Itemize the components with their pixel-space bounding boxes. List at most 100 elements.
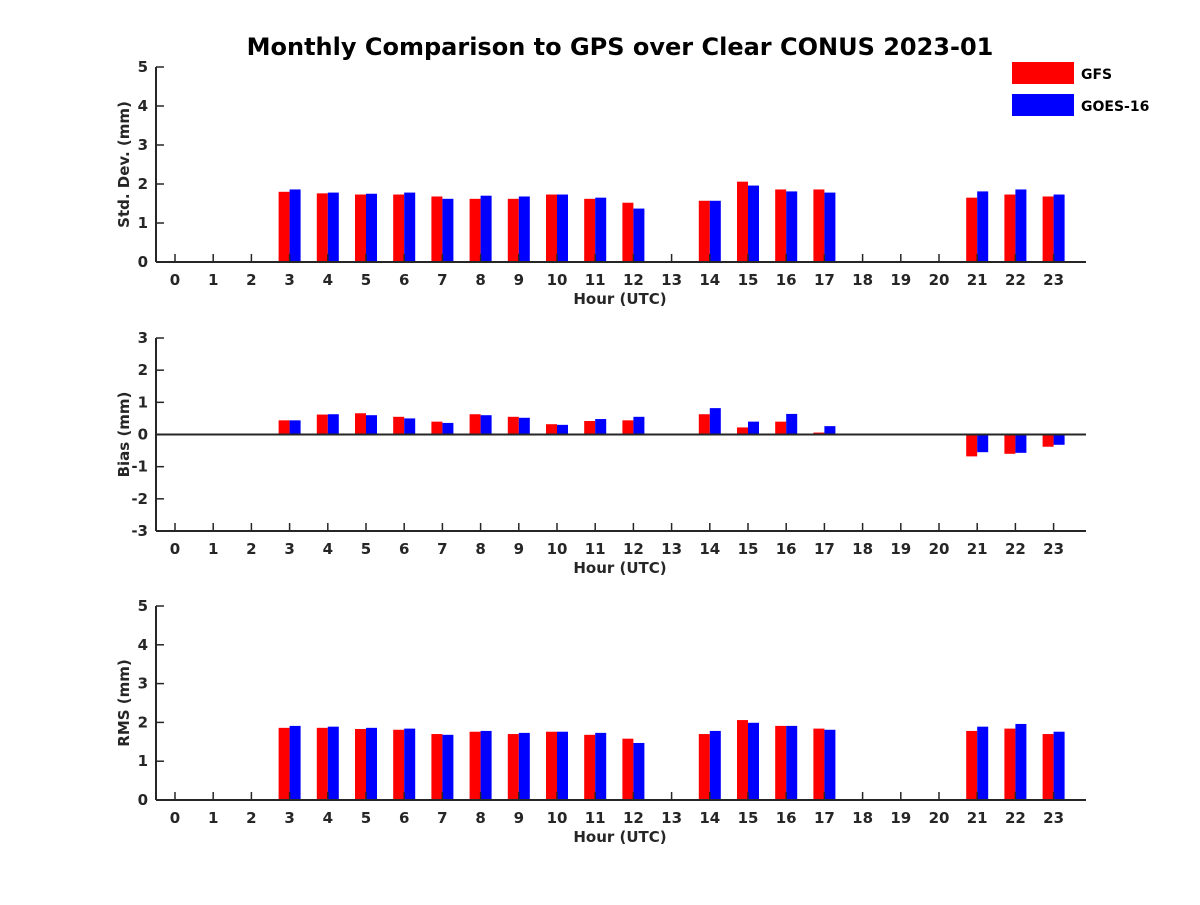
y-tick-label-rms: 5 [138, 597, 148, 615]
x-tick-label-bias: 15 [738, 540, 759, 558]
y-tick-label-bias: -3 [131, 522, 148, 540]
y-tick-label-stddev: 1 [138, 214, 148, 232]
x-axis-label-rms: Hour (UTC) [573, 828, 666, 846]
bar-stddev-gfs-hour-4 [316, 193, 328, 262]
bar-stddev-goes16-hour-11 [595, 197, 607, 262]
x-tick-label-bias: 18 [852, 540, 873, 558]
bar-rms-goes16-hour-8 [480, 730, 492, 800]
bar-rms-goes16-hour-4 [327, 726, 339, 800]
bar-rms-goes16-hour-16 [786, 725, 798, 800]
bar-stddev-gfs-hour-9 [507, 198, 519, 262]
bar-bias-goes16-hour-8 [480, 415, 492, 435]
x-tick-label-rms: 5 [361, 809, 371, 827]
x-tick-label-stddev: 15 [738, 271, 759, 289]
bar-bias-goes16-hour-4 [327, 414, 339, 435]
bar-bias-gfs-hour-12 [622, 420, 634, 435]
bar-bias-gfs-hour-23 [1042, 434, 1054, 447]
y-tick-label-stddev: 2 [138, 175, 148, 193]
bar-stddev-gfs-hour-5 [355, 194, 366, 262]
x-tick-label-bias: 6 [399, 540, 409, 558]
bar-stddev-goes16-hour-14 [709, 200, 721, 262]
bar-stddev-goes16-hour-23 [1053, 194, 1065, 262]
x-tick-label-bias: 4 [323, 540, 333, 558]
bar-rms-goes16-hour-3 [289, 725, 301, 800]
x-tick-label-stddev: 0 [170, 271, 180, 289]
bar-bias-gfs-hour-4 [316, 414, 328, 435]
x-tick-label-bias: 22 [1005, 540, 1026, 558]
x-tick-label-bias: 19 [890, 540, 911, 558]
bar-bias-goes16-hour-23 [1053, 434, 1065, 445]
x-tick-label-stddev: 11 [585, 271, 606, 289]
x-tick-label-stddev: 21 [967, 271, 988, 289]
bar-stddev-gfs-hour-11 [584, 198, 596, 262]
x-tick-label-bias: 1 [208, 540, 218, 558]
x-tick-label-bias: 14 [699, 540, 720, 558]
bar-bias-goes16-hour-7 [442, 422, 454, 435]
bar-rms-gfs-hour-7 [431, 734, 443, 800]
x-tick-label-rms: 20 [929, 809, 950, 827]
legend-label-goes16: GOES-16 [1081, 99, 1149, 115]
x-tick-label-bias: 2 [246, 540, 256, 558]
x-axis-label-bias: Hour (UTC) [573, 559, 666, 577]
bar-bias-gfs-hour-7 [431, 421, 443, 435]
x-tick-label-rms: 12 [623, 809, 644, 827]
bar-bias-goes16-hour-3 [289, 420, 301, 435]
bar-rms-gfs-hour-21 [966, 730, 978, 800]
bar-stddev-goes16-hour-6 [404, 192, 416, 262]
y-tick-label-stddev: 5 [138, 58, 148, 76]
x-tick-label-stddev: 7 [437, 271, 447, 289]
bar-rms-gfs-hour-23 [1042, 734, 1054, 800]
x-axis-label-stddev: Hour (UTC) [573, 290, 666, 308]
x-tick-label-stddev: 5 [361, 271, 371, 289]
bar-bias-goes16-hour-12 [633, 416, 645, 435]
bar-rms-goes16-hour-5 [366, 727, 377, 800]
bar-bias-goes16-hour-11 [595, 419, 607, 435]
x-tick-label-stddev: 1 [208, 271, 218, 289]
bar-rms-gfs-hour-11 [584, 734, 596, 800]
x-tick-label-rms: 8 [475, 809, 485, 827]
x-tick-label-bias: 3 [284, 540, 294, 558]
bar-stddev-gfs-hour-7 [431, 196, 443, 262]
y-axis-label-rms: RMS (mm) [115, 659, 133, 746]
x-tick-label-bias: 0 [170, 540, 180, 558]
x-tick-label-bias: 16 [776, 540, 797, 558]
bar-stddev-gfs-hour-6 [393, 194, 405, 262]
bar-bias-gfs-hour-8 [469, 414, 481, 435]
x-tick-label-stddev: 2 [246, 271, 256, 289]
x-tick-label-bias: 7 [437, 540, 447, 558]
x-tick-label-rms: 2 [246, 809, 256, 827]
bar-rms-gfs-hour-17 [813, 728, 825, 800]
bar-bias-gfs-hour-10 [546, 424, 557, 435]
bar-bias-goes16-hour-10 [557, 424, 568, 435]
x-tick-label-rms: 6 [399, 809, 409, 827]
bar-rms-gfs-hour-14 [698, 734, 710, 800]
x-tick-label-rms: 18 [852, 809, 873, 827]
x-tick-label-stddev: 4 [323, 271, 333, 289]
x-tick-label-rms: 3 [284, 809, 294, 827]
x-tick-label-bias: 13 [661, 540, 682, 558]
bar-rms-goes16-hour-10 [557, 731, 568, 800]
bar-stddev-gfs-hour-23 [1042, 196, 1054, 262]
bar-stddev-goes16-hour-17 [824, 192, 836, 262]
x-tick-label-stddev: 17 [814, 271, 835, 289]
bar-rms-goes16-hour-23 [1053, 731, 1065, 800]
bar-stddev-goes16-hour-3 [289, 189, 301, 262]
x-tick-label-rms: 17 [814, 809, 835, 827]
bar-stddev-gfs-hour-15 [737, 181, 748, 262]
bar-rms-goes16-hour-11 [595, 732, 607, 800]
x-tick-label-bias: 17 [814, 540, 835, 558]
x-tick-label-rms: 4 [323, 809, 333, 827]
bar-bias-goes16-hour-22 [1015, 434, 1027, 453]
x-tick-label-rms: 10 [547, 809, 568, 827]
x-tick-label-bias: 9 [514, 540, 524, 558]
y-axis-label-stddev: Std. Dev. (mm) [115, 101, 133, 228]
x-tick-label-rms: 11 [585, 809, 606, 827]
x-tick-label-rms: 21 [967, 809, 988, 827]
y-tick-label-rms: 3 [138, 675, 148, 693]
x-tick-label-bias: 11 [585, 540, 606, 558]
bar-stddev-gfs-hour-3 [278, 191, 290, 262]
bar-bias-goes16-hour-15 [748, 421, 759, 435]
